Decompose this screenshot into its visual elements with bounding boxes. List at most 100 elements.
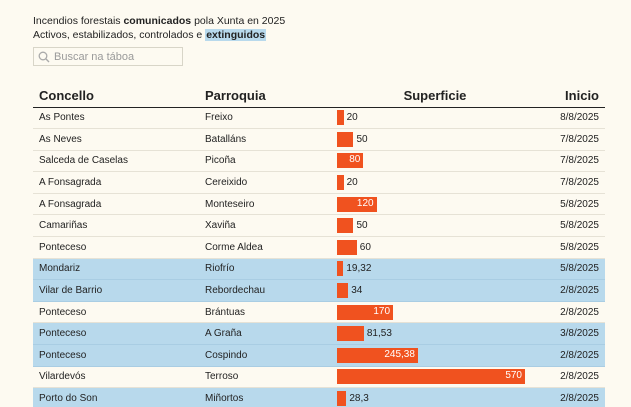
cell-concello: Ponteceso [33, 322, 199, 346]
table-row: Vilar de Barrio Rebordechau 34 2/8/2025 [33, 279, 605, 302]
subtitle-prefix: Incendios forestais [33, 15, 124, 27]
superficie-bar [337, 261, 344, 277]
cell-inicio: 2/8/2025 [535, 344, 605, 367]
cell-superficie: 570 [335, 366, 535, 389]
cell-superficie: 245,38 [335, 344, 535, 367]
superficie-bar-wrap: 34 [337, 283, 535, 299]
search-input[interactable] [54, 50, 174, 63]
table-row: Ponteceso Cospindo 245,38 2/8/2025 [33, 344, 605, 367]
cell-parroquia: Xaviña [199, 214, 335, 238]
table-row: A Fonsagrada Cereixido 20 7/8/2025 [33, 171, 605, 194]
superficie-value: 20 [346, 112, 358, 124]
cell-parroquia: Miñortos [199, 387, 335, 407]
cell-superficie: 20 [335, 171, 535, 194]
table-row: Ponteceso Corme Aldea 60 5/8/2025 [33, 236, 605, 259]
column-header-inicio[interactable]: Inicio [535, 85, 605, 108]
cell-parroquia: Freixo [199, 107, 335, 130]
superficie-value: 81,53 [366, 328, 392, 340]
superficie-bar [337, 110, 344, 126]
column-header-superficie[interactable]: Superficie [335, 85, 535, 108]
superficie-bar-wrap: 20 [337, 175, 535, 191]
cell-inicio: 2/8/2025 [535, 301, 605, 324]
table-row: Ponteceso Brántuas 170 2/8/2025 [33, 301, 605, 324]
table-header-row: Concello Parroquia Superficie Inicio [33, 85, 605, 108]
cell-concello: Porto do Son [33, 387, 199, 407]
cell-inicio: 5/8/2025 [535, 193, 605, 216]
superficie-bar [337, 283, 349, 299]
cell-concello: Mondariz [33, 258, 199, 281]
column-header-parroquia[interactable]: Parroquia [199, 85, 335, 108]
cell-inicio: 2/8/2025 [535, 387, 605, 407]
cell-parroquia: Batalláns [199, 128, 335, 151]
superficie-value: 50 [356, 133, 368, 145]
cell-inicio: 3/8/2025 [535, 322, 605, 346]
superficie-bar: 245,38 [337, 347, 418, 363]
superficie-bar-wrap: 28,3 [337, 391, 535, 407]
superficie-bar-wrap: 20 [337, 110, 535, 126]
cell-superficie: 60 [335, 236, 535, 259]
table-row: Vilardevós Terroso 570 2/8/2025 [33, 366, 605, 389]
superficie-bar [337, 131, 354, 147]
table-row: Porto do Son Miñortos 28,3 2/8/2025 [33, 387, 605, 407]
superficie-bar [337, 175, 344, 191]
superficie-bar-wrap: 50 [337, 131, 535, 147]
cell-superficie: 20 [335, 107, 535, 130]
superficie-bar-wrap: 19,32 [337, 261, 535, 277]
cell-superficie: 50 [335, 214, 535, 238]
superficie-bar-wrap: 120 [337, 196, 535, 212]
cell-parroquia: Corme Aldea [199, 236, 335, 259]
cell-inicio: 5/8/2025 [535, 258, 605, 281]
superficie-bar-wrap: 170 [337, 304, 535, 320]
superficie-value: 19,32 [346, 263, 372, 275]
superficie-value: 60 [359, 241, 371, 253]
superficie-bar-wrap: 570 [337, 369, 535, 385]
cell-concello: Salceda de Caselas [33, 150, 199, 173]
subtitle-bold: comunicados [123, 15, 192, 27]
cell-parroquia: A Graña [199, 322, 335, 346]
cell-superficie: 170 [335, 301, 535, 324]
cell-concello: Vilardevós [33, 366, 199, 389]
fires-table: Concello Parroquia Superficie Inicio As … [33, 85, 605, 407]
superficie-bar-wrap: 80 [337, 153, 535, 169]
superficie-bar [337, 218, 354, 234]
cell-superficie: 120 [335, 193, 535, 216]
superficie-value: 50 [356, 220, 368, 232]
cell-concello: Vilar de Barrio [33, 279, 199, 302]
superficie-value: 34 [351, 285, 363, 297]
cell-inicio: 2/8/2025 [535, 366, 605, 389]
cell-concello: As Neves [33, 128, 199, 151]
cell-inicio: 5/8/2025 [535, 236, 605, 259]
cell-superficie: 28,3 [335, 387, 535, 407]
column-header-concello[interactable]: Concello [33, 85, 199, 108]
legend-extinguished-key: extinguidos [205, 29, 267, 41]
superficie-value: 170 [373, 305, 391, 317]
cell-inicio: 7/8/2025 [535, 171, 605, 194]
cell-superficie: 80 [335, 150, 535, 173]
table-row: Ponteceso A Graña 81,53 3/8/2025 [33, 322, 605, 346]
superficie-bar: 570 [337, 369, 525, 385]
cell-parroquia: Monteseiro [199, 193, 335, 216]
cell-concello: Ponteceso [33, 344, 199, 367]
cell-superficie: 34 [335, 279, 535, 302]
superficie-bar [337, 326, 364, 342]
cell-parroquia: Cospindo [199, 344, 335, 367]
cell-parroquia: Riofrío [199, 258, 335, 281]
table-row: As Neves Batalláns 50 7/8/2025 [33, 128, 605, 151]
cell-concello: Ponteceso [33, 301, 199, 324]
cell-concello: Camariñas [33, 214, 199, 238]
table-row: Camariñas Xaviña 50 5/8/2025 [33, 214, 605, 238]
cell-parroquia: Brántuas [199, 301, 335, 324]
search-box[interactable] [33, 47, 183, 66]
cell-superficie: 19,32 [335, 258, 535, 281]
search-icon [38, 51, 50, 62]
superficie-value: 20 [346, 177, 358, 189]
superficie-bar [337, 239, 357, 255]
cell-inicio: 8/8/2025 [535, 107, 605, 130]
table-row: As Pontes Freixo 20 8/8/2025 [33, 107, 605, 130]
superficie-bar [337, 391, 347, 407]
cell-parroquia: Picoña [199, 150, 335, 173]
superficie-value: 80 [349, 154, 361, 166]
cell-inicio: 2/8/2025 [535, 279, 605, 302]
cell-superficie: 81,53 [335, 322, 535, 346]
cell-superficie: 50 [335, 128, 535, 151]
